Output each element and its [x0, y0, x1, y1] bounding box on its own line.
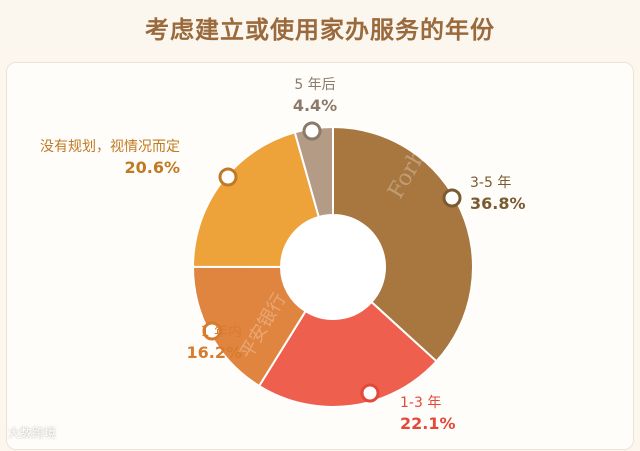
- slice-label-2: 1 年内 16.2%: [186, 323, 242, 363]
- slice-category-label: 1 年内: [200, 324, 242, 340]
- slice-marker-1: [360, 383, 380, 403]
- slice-category-label: 3-5 年: [470, 175, 512, 191]
- slice-value-label: 4.4%: [292, 95, 338, 115]
- slice-marker-3: [218, 167, 238, 187]
- slice-marker-2: [202, 321, 222, 341]
- slice-label-0: 3-5 年 36.8%: [470, 174, 526, 214]
- slice-label-3: 没有规划，视情况而定 20.6%: [40, 138, 180, 178]
- slice-category-label: 1-3 年: [400, 395, 442, 411]
- slice-category-label: 没有规划，视情况而定: [40, 139, 180, 155]
- slice-label-1: 1-3 年 22.1%: [400, 394, 456, 434]
- slice-value-label: 20.6%: [124, 157, 180, 177]
- chart-title: 考虑建立或使用家办服务的年份: [145, 16, 495, 44]
- donut-hole: [281, 215, 385, 319]
- watermark-logo: 大数跨境: [8, 426, 57, 440]
- slice-value-label: 36.8%: [470, 193, 526, 213]
- slice-value-label: 22.1%: [400, 413, 456, 433]
- slice-category-label: 5 年后: [294, 77, 336, 93]
- slice-marker-4: [302, 121, 322, 141]
- slice-value-label: 16.2%: [186, 342, 242, 362]
- slice-label-4: 5 年后 4.4%: [240, 76, 390, 116]
- slice-marker-0: [442, 188, 462, 208]
